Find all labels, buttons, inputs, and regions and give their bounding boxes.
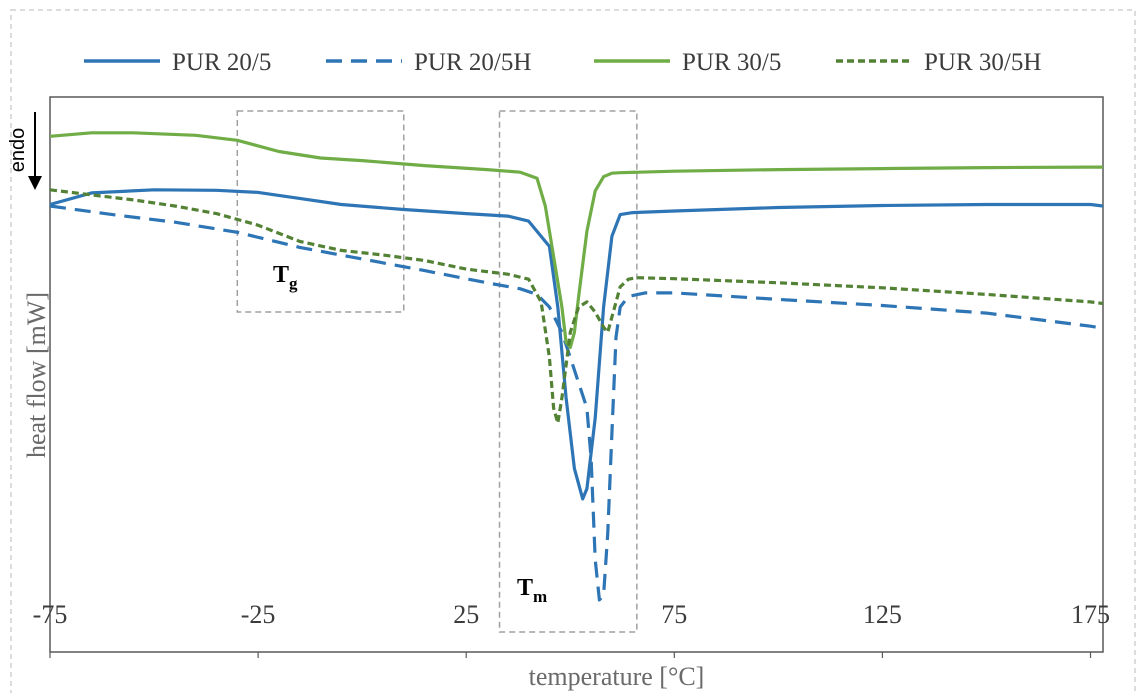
y-axis-title: heat flow [mW] [22, 292, 51, 458]
annotation-box-tm [498, 110, 638, 633]
series-layer [49, 131, 1104, 602]
legend-label: PUR 30/5H [924, 49, 1041, 76]
x-axis-title: temperature [°C] [529, 662, 705, 691]
legend-label: PUR 20/5 [172, 49, 271, 76]
annotation-label-tm: Tm [517, 575, 547, 606]
series-line-pur-30-5 [49, 131, 1103, 349]
plot-area-frame [49, 96, 1104, 653]
legend: PUR 20/5 PUR 20/5H PUR 30/5 PUR 30/5H [84, 49, 1041, 76]
annotation-label-tg: Tg [273, 262, 298, 293]
legend-label: PUR 30/5 [682, 49, 781, 76]
x-tick-label: -75 [33, 600, 68, 629]
x-tick-label: -25 [241, 600, 276, 629]
x-tick-label: 25 [453, 600, 479, 629]
x-tick-label: 125 [863, 600, 902, 629]
series-line-pur-30-5h [49, 188, 1104, 425]
endo-arrow-head-icon [28, 176, 42, 190]
series-line-pur-20-5h [49, 204, 1104, 602]
x-tick-labels: -75 -25 25 75 125 175 [33, 600, 1110, 658]
legend-label: PUR 20/5H [414, 49, 531, 76]
series-line-pur-20-5 [49, 188, 1104, 501]
x-tick-label: 75 [661, 600, 687, 629]
endo-label: endo [7, 128, 29, 173]
annotation-box-tg [236, 110, 405, 313]
x-tick-label: 175 [1071, 600, 1110, 629]
annotations: Tg Tm [236, 110, 638, 633]
outer-frame [10, 9, 1136, 693]
